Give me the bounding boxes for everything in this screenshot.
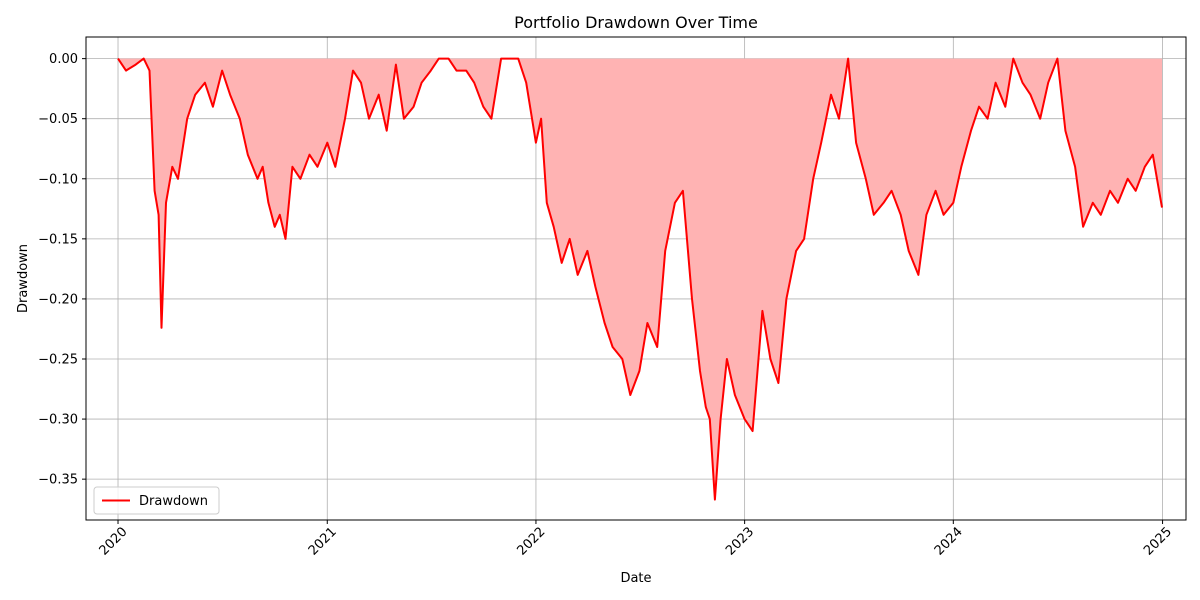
legend-box: [93, 486, 220, 515]
x-axis-label: Date: [620, 571, 651, 586]
y-tick-label: −0.20: [38, 292, 78, 307]
legend: Drawdown: [93, 486, 220, 515]
y-tick-label: −0.25: [38, 353, 78, 368]
chart-title: Portfolio Drawdown Over Time: [514, 13, 758, 32]
y-tick-label: −0.10: [38, 172, 78, 187]
drawdown-area-fill: [118, 58, 1162, 500]
legend-label-drawdown: Drawdown: [139, 494, 208, 509]
y-tick-label: −0.15: [38, 232, 78, 247]
y-tick-label: −0.35: [38, 473, 78, 488]
y-axis-ticks: 0.00 −0.05 −0.10 −0.15 −0.20 −0.25 −0.30 −0.35: [38, 52, 86, 488]
drawdown-line: [117, 57, 1163, 501]
y-tick-label: −0.30: [38, 413, 78, 428]
plot-frame: [85, 36, 1187, 521]
y-tick-label: 0.00: [49, 52, 78, 67]
y-tick-label: −0.05: [38, 112, 78, 127]
y-axis-label: Drawdown: [16, 244, 31, 313]
